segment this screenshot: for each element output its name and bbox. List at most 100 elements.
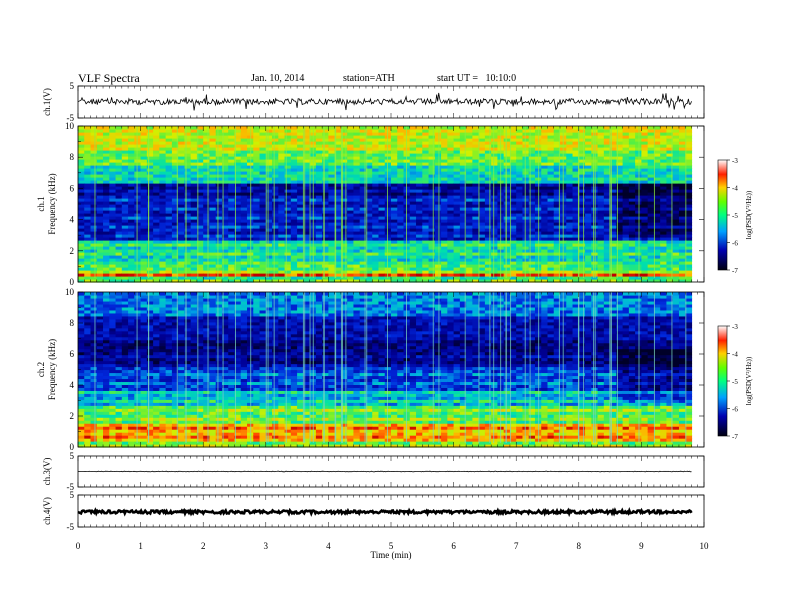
- psd-cell: [628, 246, 636, 250]
- psd-cell: [534, 279, 542, 283]
- psd-cell: [416, 183, 423, 187]
- psd-cell: [303, 144, 311, 148]
- psd-cell: [484, 234, 492, 238]
- psd-cell: [365, 237, 373, 241]
- psd-cell: [209, 186, 217, 190]
- psd-cell: [278, 201, 286, 205]
- psd-cell: [541, 279, 549, 283]
- psd-cell: [103, 210, 110, 214]
- psd-cell: [491, 261, 499, 265]
- psd-cell: [165, 270, 173, 274]
- psd-cell: [422, 246, 430, 250]
- psd-cell: [647, 183, 655, 187]
- psd-cell: [397, 144, 405, 148]
- psd-cell: [134, 144, 142, 148]
- psd-cell: [585, 219, 592, 223]
- psd-cell: [622, 195, 630, 199]
- psd-cell: [484, 177, 492, 181]
- psd-cell: [541, 150, 549, 154]
- psd-cell: [572, 192, 580, 196]
- psd-cell: [284, 141, 292, 145]
- psd-cell: [322, 129, 329, 133]
- psd-cell: [610, 138, 617, 142]
- psd-cell: [159, 192, 167, 196]
- psd-cell: [165, 279, 173, 283]
- psd-cell: [159, 267, 167, 271]
- psd-cell: [547, 135, 555, 139]
- psd-cell: [140, 183, 148, 187]
- psd-cell: [353, 213, 361, 217]
- psd-cell: [303, 267, 311, 271]
- psd-cell: [522, 240, 530, 244]
- psd-cell: [378, 258, 386, 262]
- psd-cell: [347, 231, 355, 235]
- psd-cell: [203, 222, 211, 226]
- psd-cell: [628, 135, 636, 139]
- psd-cell: [447, 276, 455, 280]
- psd-cell: [340, 156, 348, 160]
- psd-cell: [372, 237, 380, 241]
- psd-cell: [209, 207, 217, 211]
- psd-cell: [171, 147, 179, 151]
- psd-cell: [453, 147, 461, 151]
- psd-cell: [109, 153, 117, 157]
- psd-cell: [96, 204, 104, 208]
- psd-cell: [434, 129, 442, 133]
- psd-cell: [153, 258, 160, 262]
- psd-cell: [165, 168, 173, 172]
- psd-cell: [78, 231, 85, 235]
- psd-cell: [478, 234, 486, 238]
- psd-cell: [503, 204, 511, 208]
- psd-cell: [84, 222, 92, 226]
- psd-cell: [466, 222, 473, 226]
- psd-cell: [153, 201, 160, 205]
- psd-cell: [453, 216, 461, 220]
- psd-cell: [146, 228, 154, 232]
- psd-cell: [171, 264, 179, 268]
- psd-cell: [472, 144, 480, 148]
- psd-cell: [303, 141, 311, 145]
- psd-cell: [171, 276, 179, 280]
- psd-cell: [365, 138, 373, 142]
- psd-cell: [165, 201, 173, 205]
- psd-cell: [115, 237, 123, 241]
- psd-cell: [96, 189, 104, 193]
- psd-cell: [228, 126, 236, 130]
- psd-cell: [597, 177, 605, 181]
- psd-cell: [290, 264, 298, 268]
- psd-cell: [140, 150, 148, 154]
- psd-cell: [328, 189, 336, 193]
- psd-cell: [453, 135, 461, 139]
- psd-cell: [234, 186, 242, 190]
- psd-cell: [78, 174, 85, 178]
- psd-cell: [522, 201, 530, 205]
- psd-cell: [240, 156, 248, 160]
- psd-cell: [409, 183, 417, 187]
- psd-cell: [616, 165, 624, 169]
- psd-cell: [215, 207, 223, 211]
- psd-cell: [153, 150, 160, 154]
- psd-cell: [303, 279, 311, 283]
- psd-cell: [597, 273, 605, 277]
- psd-cell: [353, 246, 361, 250]
- psd-cell: [303, 234, 311, 238]
- psd-cell: [528, 189, 536, 193]
- psd-cell: [585, 141, 592, 145]
- psd-cell: [278, 240, 286, 244]
- psd-cell: [353, 219, 361, 223]
- psd-cell: [522, 279, 530, 283]
- psd-cell: [353, 270, 361, 274]
- psd-cell: [547, 261, 555, 265]
- psd-cell: [628, 261, 636, 265]
- psd-cell: [541, 174, 549, 178]
- psd-cell: [221, 135, 229, 139]
- psd-cell: [453, 156, 461, 160]
- psd-cell: [478, 186, 486, 190]
- psd-cell: [203, 135, 211, 139]
- psd-cell: [278, 267, 286, 271]
- psd-cell: [541, 267, 549, 271]
- psd-cell: [96, 126, 104, 130]
- psd-cell: [453, 189, 461, 193]
- psd-cell: [641, 156, 649, 160]
- psd-cell: [265, 261, 273, 265]
